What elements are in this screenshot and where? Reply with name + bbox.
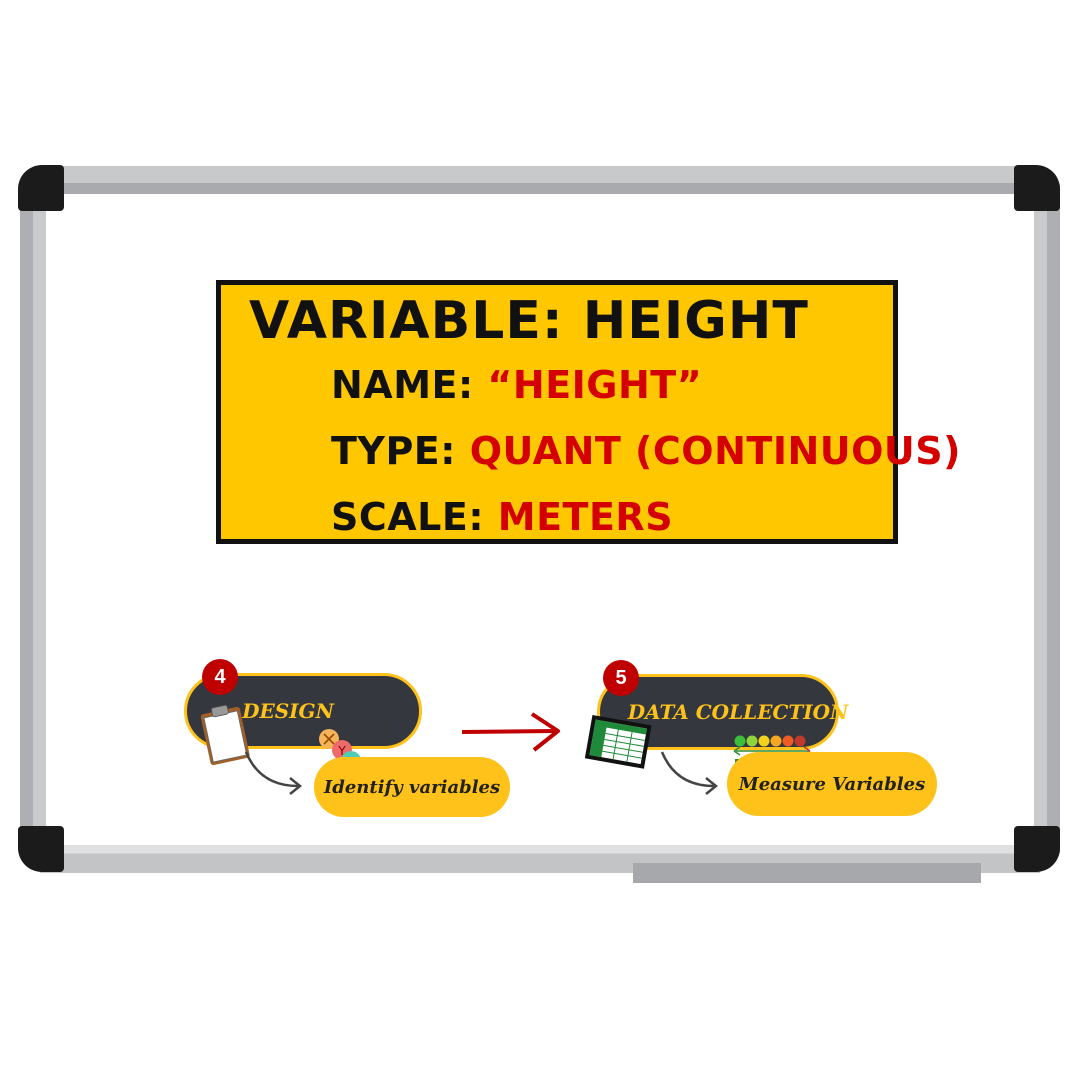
name-value: “HEIGHT” [487,363,703,407]
scale-value: METERS [497,495,674,539]
measure-variables-pill: Measure Variables [727,752,937,816]
next-step-arrow-icon [461,712,560,752]
measure-variables-label: Measure Variables [738,773,926,795]
step-5-badge: 5 [603,660,639,696]
variable-scale-row: SCALE: METERS [331,495,673,539]
frame-left [20,185,46,853]
step-data-collection-title: DATA COLLECTION [627,700,849,724]
curved-arrow-icon [244,751,303,795]
variable-card: VARIABLE: HEIGHT NAME: “HEIGHT” TYPE: QU… [216,280,961,544]
clipboard-icon [200,704,250,766]
scale-key: SCALE: [331,495,485,539]
step-4-number: 4 [214,665,226,688]
variable-type-row: TYPE: QUANT (CONTINUOUS) [331,429,961,473]
variable-title: VARIABLE: HEIGHT [249,291,809,351]
frame-corner [18,826,64,872]
frame-right [1034,185,1060,853]
curved-arrow-icon [660,751,719,795]
step-4-badge: 4 [202,659,238,695]
frame-corner [18,165,64,211]
type-value: QUANT (CONTINUOUS) [469,429,962,473]
identify-variables-pill: Identify variables [314,757,510,817]
spreadsheet-icon [584,714,652,769]
frame-top [40,166,1040,194]
name-key: NAME: [331,363,474,407]
svg-text:Y: Y [337,744,346,758]
step-5-number: 5 [615,666,627,689]
marker-tray [633,863,981,883]
variable-name-row: NAME: “HEIGHT” [331,363,702,407]
frame-corner [1014,826,1060,872]
identify-variables-label: Identify variables [323,776,501,798]
type-key: TYPE: [331,429,456,473]
step-design-title: DESIGN [242,699,334,723]
frame-corner [1014,165,1060,211]
